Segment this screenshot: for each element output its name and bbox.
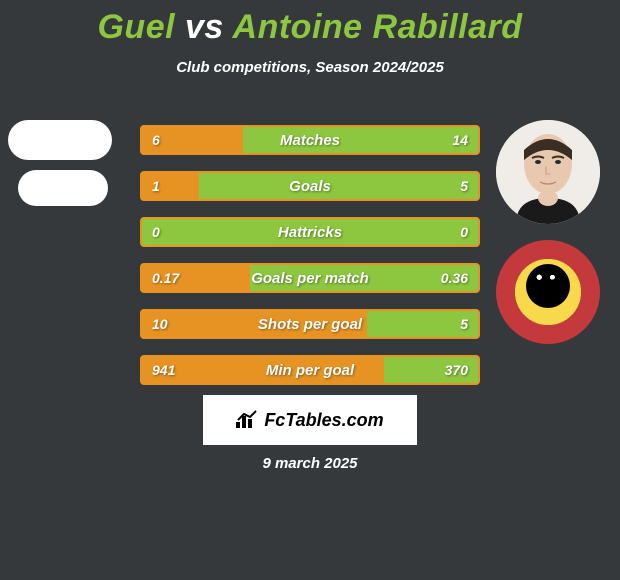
bar-label: Shots per goal <box>142 311 478 337</box>
bar-label: Matches <box>142 127 478 153</box>
face-icon <box>496 120 600 224</box>
player2-avatar <box>496 120 600 224</box>
player2-club-logo <box>496 240 600 344</box>
right-avatars <box>496 120 600 360</box>
bar-value-right: 5 <box>460 311 468 337</box>
vs-text: vs <box>185 8 224 46</box>
bar-value-right: 5 <box>460 173 468 199</box>
badge-text: FcTables.com <box>264 410 383 431</box>
player1-name: Guel <box>97 8 175 46</box>
player1-avatar <box>8 120 112 160</box>
bar-label: Goals <box>142 173 478 199</box>
chart-icon <box>236 410 258 430</box>
source-badge: FcTables.com <box>203 395 417 445</box>
player1-club-logo <box>18 170 108 206</box>
comparison-title: Guel vs Antoine Rabillard <box>0 0 620 47</box>
stat-bar: 10Shots per goal5 <box>140 309 480 339</box>
bar-label: Min per goal <box>142 357 478 383</box>
stat-bar: 0.17Goals per match0.36 <box>140 263 480 293</box>
bar-label: Goals per match <box>142 265 478 291</box>
date-text: 9 march 2025 <box>0 455 620 472</box>
bar-value-right: 0.36 <box>441 265 468 291</box>
stat-bar: 0Hattricks0 <box>140 217 480 247</box>
stat-bars: 6Matches14 1Goals5 0Hattricks0 0.17Goals pe… <box>140 125 480 401</box>
subtitle: Club competitions, Season 2024/2025 <box>0 59 620 76</box>
player2-name: Antoine Rabillard <box>233 8 523 46</box>
stat-bar: 941Min per goal370 <box>140 355 480 385</box>
bar-value-right: 14 <box>452 127 468 153</box>
stat-bar: 6Matches14 <box>140 125 480 155</box>
bar-label: Hattricks <box>142 219 478 245</box>
bar-value-right: 0 <box>460 219 468 245</box>
bar-value-right: 370 <box>445 357 468 383</box>
stat-bar: 1Goals5 <box>140 171 480 201</box>
left-avatars <box>8 120 112 206</box>
